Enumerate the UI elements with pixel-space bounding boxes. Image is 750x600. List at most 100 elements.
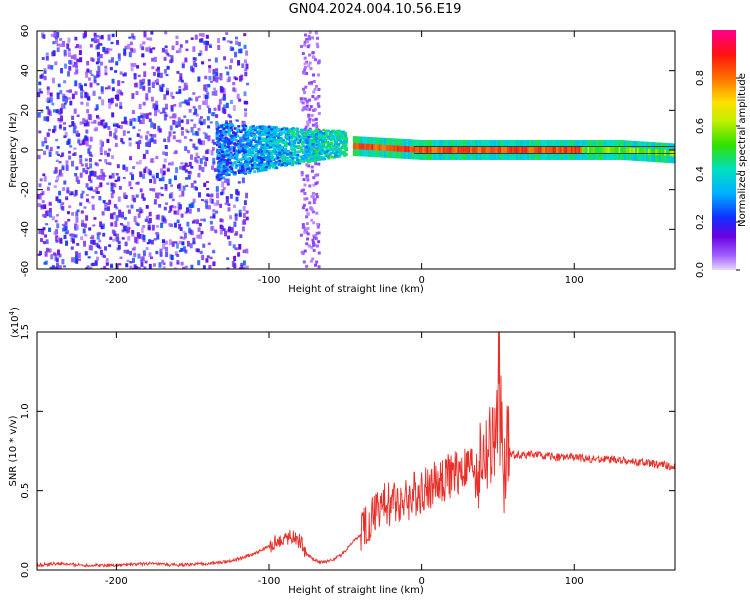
heat-cell bbox=[83, 206, 87, 209]
heat-cell bbox=[334, 148, 338, 152]
heat-cell bbox=[242, 128, 246, 131]
heat-cell bbox=[276, 142, 280, 145]
heat-cell bbox=[138, 139, 142, 144]
heat-cell bbox=[132, 126, 136, 129]
heat-cell bbox=[158, 262, 162, 268]
heat-cell bbox=[240, 169, 244, 173]
heat-cell bbox=[325, 150, 329, 153]
heat-cell bbox=[126, 226, 130, 233]
heat-cell bbox=[109, 48, 113, 51]
heat-cell bbox=[220, 164, 224, 167]
heat-cell bbox=[73, 147, 77, 150]
heat-cell bbox=[195, 152, 199, 157]
heat-cell bbox=[146, 215, 150, 222]
heat-cell bbox=[44, 141, 48, 144]
heat-cell bbox=[316, 173, 320, 177]
heat-cell bbox=[96, 34, 100, 38]
heat-cell bbox=[202, 265, 206, 269]
heat-cell bbox=[136, 161, 140, 165]
heat-cell bbox=[244, 163, 248, 167]
heat-cell bbox=[97, 65, 101, 71]
heat-cell bbox=[265, 150, 269, 153]
heat-cell bbox=[140, 112, 144, 118]
heat-cell bbox=[41, 200, 45, 203]
heat-cell bbox=[223, 153, 227, 156]
heat-cell bbox=[312, 248, 316, 252]
heat-cell bbox=[158, 178, 162, 182]
heat-cell bbox=[251, 144, 255, 147]
heat-cell bbox=[649, 148, 653, 155]
heat-cell bbox=[217, 162, 221, 165]
heat-cell bbox=[307, 150, 311, 153]
spectrogram-ylabel: Frequency (Hz) bbox=[8, 112, 19, 188]
heat-cell bbox=[329, 141, 333, 144]
heat-cell bbox=[156, 109, 160, 113]
heat-cell bbox=[127, 44, 131, 50]
heat-cell bbox=[239, 163, 243, 167]
heat-cell bbox=[326, 129, 330, 132]
heat-cell bbox=[147, 226, 151, 231]
heat-cell bbox=[213, 142, 217, 145]
heat-cell bbox=[273, 132, 277, 135]
heat-cell bbox=[284, 143, 288, 147]
heat-cell bbox=[179, 44, 183, 48]
heat-cell bbox=[163, 111, 167, 116]
heat-cell bbox=[69, 100, 73, 106]
heat-cell bbox=[52, 129, 56, 133]
heat-cell bbox=[133, 118, 137, 122]
heat-cell bbox=[141, 256, 145, 261]
heat-cell bbox=[316, 36, 320, 40]
heat-cell bbox=[136, 223, 140, 226]
heat-cell bbox=[129, 118, 133, 121]
heat-cell bbox=[299, 45, 303, 49]
heat-cell bbox=[300, 173, 304, 177]
heat-cell bbox=[218, 144, 222, 148]
heat-cell bbox=[310, 169, 314, 173]
heat-cell bbox=[59, 43, 63, 48]
heat-cell bbox=[240, 167, 244, 170]
heat-cell bbox=[311, 51, 315, 55]
heat-cell bbox=[114, 235, 118, 242]
x-tick-label: 0 bbox=[418, 576, 424, 587]
heat-cell bbox=[226, 153, 230, 156]
heat-cell bbox=[308, 53, 312, 57]
heat-cell bbox=[63, 265, 67, 268]
heat-cell bbox=[264, 133, 268, 136]
heat-cell bbox=[536, 147, 540, 153]
heat-cell bbox=[178, 79, 182, 82]
heat-cell bbox=[115, 263, 119, 269]
heat-cell bbox=[227, 76, 231, 82]
heat-cell bbox=[37, 154, 41, 160]
heat-cell bbox=[344, 145, 348, 148]
heat-cell bbox=[95, 104, 99, 110]
heat-cell bbox=[240, 265, 244, 269]
heat-cell bbox=[269, 133, 273, 137]
heat-cell bbox=[86, 109, 90, 114]
heat-cell bbox=[274, 130, 278, 133]
heat-cell bbox=[101, 211, 105, 216]
heat-cell bbox=[262, 158, 266, 161]
heat-cell bbox=[319, 134, 323, 138]
heat-cell bbox=[318, 146, 322, 149]
heat-cell bbox=[235, 151, 239, 154]
heat-cell bbox=[259, 134, 263, 137]
heat-cell bbox=[188, 161, 192, 167]
heat-cell bbox=[306, 237, 310, 241]
heat-cell bbox=[98, 185, 102, 188]
heat-cell bbox=[162, 243, 166, 250]
heat-cell bbox=[473, 147, 477, 153]
heat-cell bbox=[113, 233, 117, 236]
heat-cell bbox=[239, 130, 243, 134]
heat-cell bbox=[199, 158, 203, 164]
heat-cell bbox=[235, 164, 239, 167]
heat-cell bbox=[208, 264, 212, 269]
heat-cell bbox=[277, 129, 281, 132]
heat-cell bbox=[246, 138, 250, 142]
heat-cell bbox=[100, 35, 104, 39]
heat-cell bbox=[252, 137, 256, 140]
heat-cell bbox=[207, 84, 211, 88]
heat-cell bbox=[237, 125, 241, 128]
heat-cell bbox=[198, 52, 202, 57]
heat-cell bbox=[139, 188, 143, 193]
